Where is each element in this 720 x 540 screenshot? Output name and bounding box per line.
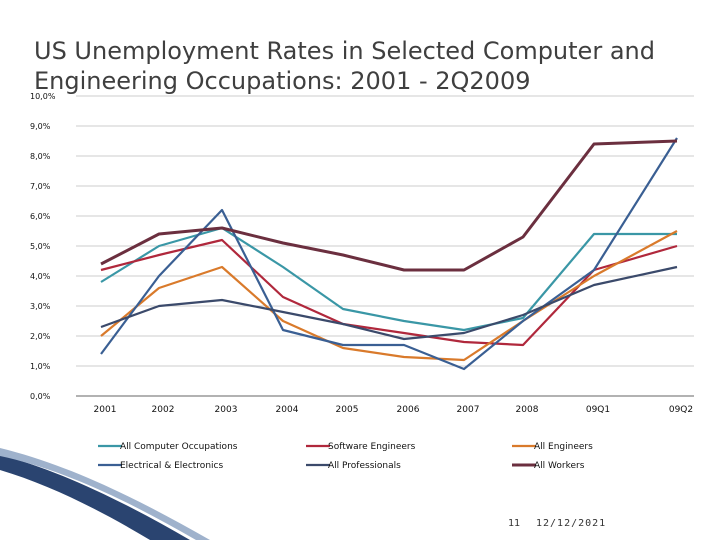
series-line (100, 238, 678, 347)
y-tick-label: 10,0% (30, 92, 56, 101)
x-tick-label: 2003 (215, 405, 238, 415)
y-tick-label: 6,0% (30, 212, 51, 221)
y-tick-label: 7,0% (30, 182, 51, 191)
legend-label: Electrical & Electronics (120, 461, 223, 471)
x-tick-label: 2004 (276, 405, 299, 415)
series-line (100, 230, 678, 362)
series-line (100, 139, 678, 272)
x-tick-label: 2005 (336, 405, 359, 415)
x-tick-label: 2001 (94, 405, 117, 415)
legend-label: All Workers (534, 461, 585, 471)
y-tick-label: 5,0% (30, 242, 51, 251)
y-tick-label: 9,0% (30, 122, 51, 131)
y-tick-label: 3,0% (30, 302, 51, 311)
x-tick-label: 2007 (457, 405, 480, 415)
slide-date: 12/12/2021 (536, 518, 607, 529)
x-tick-label: 09Q2 (669, 405, 693, 415)
y-tick-label: 8,0% (30, 152, 51, 161)
legend-label: All Professionals (328, 461, 401, 471)
series-line (100, 265, 678, 341)
series-line (100, 226, 677, 332)
y-tick-label: 4,0% (30, 272, 51, 281)
x-tick-label: 2006 (397, 405, 420, 415)
x-tick-label: 09Q1 (586, 405, 610, 415)
y-tick-label: 2,0% (30, 332, 51, 341)
decorative-swoosh-light (0, 448, 210, 540)
x-tick-label: 2008 (516, 405, 539, 415)
legend-label: All Computer Occupations (120, 442, 238, 452)
legend-label: All Engineers (534, 442, 593, 452)
legend-label: Software Engineers (328, 442, 416, 452)
x-tick-label: 2002 (152, 405, 175, 415)
decorative-swoosh (0, 455, 190, 540)
page-number: 11 (508, 518, 521, 529)
y-tick-label: 0,0% (30, 392, 51, 401)
series-line (100, 137, 678, 371)
y-tick-label: 1,0% (30, 362, 51, 371)
chart-title: US Unemployment Rates in Selected Comput… (34, 37, 655, 95)
